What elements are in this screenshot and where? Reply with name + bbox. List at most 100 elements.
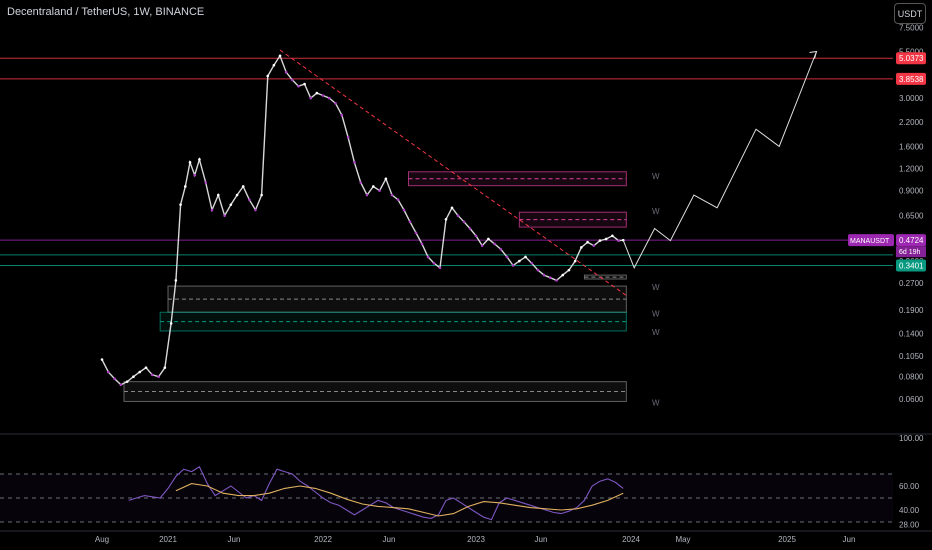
x-tick-label-3: 2022 [314,535,332,544]
x-tick-label-6: Jun [535,535,548,544]
y-tick-label-16: 0.0600 [899,395,924,404]
price-point-15 [188,161,192,164]
price-point-48 [390,193,394,197]
last-price-box [896,234,926,247]
osc-line-0 [128,466,624,521]
y-tick-label-4: 2.2000 [899,118,924,127]
price-point-17 [198,158,201,161]
y-tick-label-15: 0.0800 [899,373,924,382]
price-point-28 [266,74,270,78]
price-point-21 [223,214,226,217]
osc-tick-label-3: 28.00 [899,520,920,529]
price-point-67 [505,255,509,259]
osc-line-1 [175,483,624,517]
price-point-13 [179,203,182,206]
price-point-85 [617,239,620,242]
price-point-11 [169,322,173,325]
price-point-5 [132,375,135,379]
chart-title: Decentraland / TetherUS, 1W, BINANCE [7,6,205,18]
price-point-82 [598,239,602,242]
price-point-18 [204,181,208,184]
price-point-10 [163,366,167,369]
x-tick-label-7: 2024 [622,535,640,544]
price-point-75 [555,279,558,282]
price-point-27 [260,193,263,197]
projection-arrowhead [809,50,818,59]
x-tick-label-10: Jun [843,535,856,544]
price-point-56 [438,266,442,270]
y-tick-label-3: 3.0000 [899,94,924,103]
price-point-30 [278,54,282,58]
price-point-71 [530,261,534,265]
last-price-symbol-box [848,234,894,247]
price-point-65 [493,242,496,246]
price-point-46 [378,189,381,192]
price-point-54 [426,255,430,259]
countdown-label: 6d 19h [899,249,921,256]
price-point-35 [309,96,313,100]
price-point-47 [384,177,388,181]
price-point-39 [334,102,337,105]
osc-tick-label-1: 60.00 [899,482,920,491]
price-point-20 [216,193,220,197]
price-label-box-0 [896,52,926,65]
price-point-3 [119,383,123,387]
zone-box-5 [123,381,627,402]
price-point-33 [297,84,300,88]
price-point-76 [561,273,565,277]
price-point-45 [371,185,375,188]
zone-marker-4: W [652,328,660,337]
osc-tick-label-2: 40.00 [899,506,920,515]
y-tick-label-13: 0.1400 [899,330,924,339]
price-point-29 [272,63,276,67]
price-point-44 [365,193,369,197]
price-point-26 [254,208,257,212]
last-price-value: 0.4724 [899,236,924,245]
price-point-81 [592,244,596,247]
y-tick-label-1: 5.5000 [899,47,924,56]
price-label-2: 0.3401 [899,261,924,270]
price-point-8 [150,373,154,377]
y-tick-label-5: 1.6000 [899,142,924,151]
y-tick-label-7: 0.9000 [899,187,924,196]
price-point-57 [444,217,448,221]
price-point-69 [518,259,521,263]
x-tick-label-9: 2025 [778,535,796,544]
x-tick-label-5: 2023 [467,535,485,544]
x-tick-label-1: 2021 [159,535,177,544]
price-point-40 [340,113,344,117]
zone-marker-0: W [652,172,660,181]
price-point-78 [573,259,577,263]
price-point-58 [450,206,454,210]
osc-tick-label-0: 100.00 [899,434,924,443]
price-label-0: 5.0373 [899,54,924,63]
price-point-43 [359,181,363,184]
y-tick-label-11: 0.2700 [899,279,924,288]
price-point-23 [235,193,239,197]
price-point-2 [113,377,116,380]
price-point-68 [511,264,515,267]
y-tick-label-0: 7.5000 [899,24,924,33]
projection-path [622,51,817,270]
price-point-9 [157,375,160,379]
price-point-74 [549,276,552,279]
y-tick-label-12: 0.1900 [899,306,924,315]
price-point-4 [125,380,129,383]
price-point-53 [420,242,424,246]
price-point-83 [604,237,608,241]
zone-marker-5: W [652,398,660,407]
price-point-6 [138,370,142,374]
price-point-64 [487,237,490,241]
last-price-symbol: MANAUSDT [850,238,890,245]
price-point-36 [315,91,319,95]
x-tick-label-4: Jun [383,535,396,544]
zone-box-3 [167,285,627,313]
price-point-41 [346,136,350,139]
trendline [279,49,627,296]
price-point-14 [183,185,187,188]
currency-button[interactable]: USDT [894,3,926,24]
x-tick-label-0: Aug [95,535,109,544]
price-point-55 [432,261,436,265]
price-point-1 [106,370,110,374]
